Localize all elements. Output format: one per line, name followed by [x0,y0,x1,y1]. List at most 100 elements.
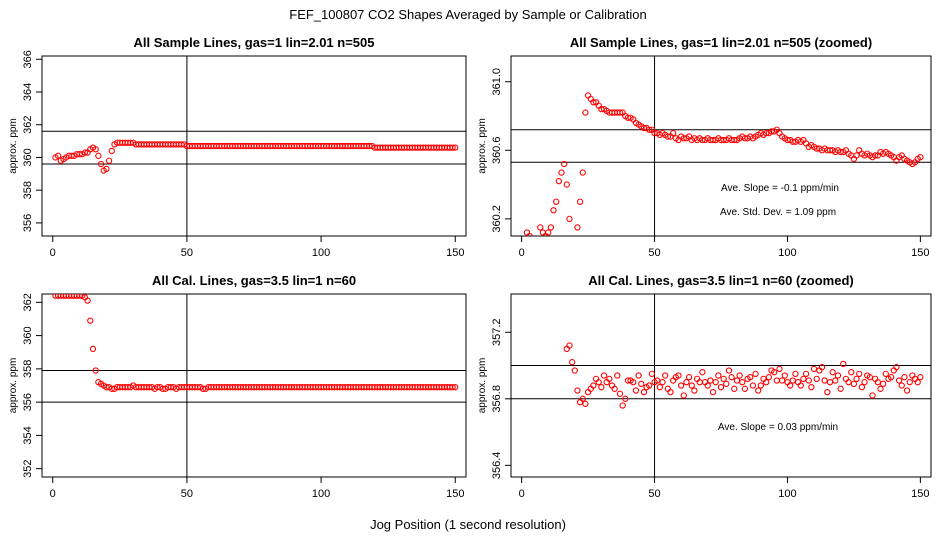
data-point [709,389,717,396]
data-point [595,379,602,386]
data-point [763,379,770,386]
data-point [590,382,597,389]
y-tick-label: 360.6 [491,137,503,165]
plot-frame [510,55,932,237]
data-point [917,374,924,381]
data-point [638,380,645,387]
data-point [840,360,847,368]
data-point [449,384,456,391]
data-point [76,294,83,299]
data-point [103,165,110,173]
figure-x-axis-label: Jog Position (1 second resolution) [370,517,566,532]
data-point [917,153,924,161]
data-point [898,382,905,389]
data-point [579,395,586,402]
data-point [800,375,807,382]
data-point [561,160,568,168]
data-point [906,379,913,386]
data-point [532,240,537,245]
chart-panel-1: All Sample Lines, gas=1 lin=2.01 n=505 ap… [8,35,467,259]
data-point [670,129,677,137]
data-point [723,380,730,387]
annotation: Ave. Std. Dev. = 1.09 ppm [720,207,836,218]
data-point [683,379,690,386]
data-point [845,379,852,386]
data-point [741,385,749,392]
data-point [92,367,99,374]
data-point [545,229,552,236]
chart-title: All Sample Lines, gas=1 lin=2.01 n=505 (… [570,35,872,50]
data-point [805,377,812,384]
data-point [54,152,62,159]
data-point [837,385,844,392]
data-point [566,342,573,349]
data-point [590,99,597,106]
data-points [523,92,924,256]
y-tick-label: 364 [22,83,34,101]
x-tick-label: 0 [519,247,525,259]
data-point [97,160,105,168]
data-point [87,317,94,324]
data-point [776,365,783,373]
data-point [771,369,778,376]
data-point [741,135,749,142]
data-point [877,385,884,392]
x-tick-label: 50 [181,247,193,259]
data-point [154,384,161,391]
data-point [582,400,589,407]
data-point [570,251,575,256]
y-tick-label: 358 [22,360,34,378]
data-point [194,384,201,391]
data-point [624,114,632,121]
data-point [563,181,570,188]
data-point [680,135,687,142]
data-point [810,365,818,373]
data-point [178,141,185,148]
x-tick-label: 50 [648,247,660,259]
y-axis-label: approx. ppm [8,118,19,174]
y-tick-label: 356.8 [491,385,503,413]
data-point [630,379,637,386]
data-point [872,152,879,159]
data-point [558,169,565,176]
data-point [654,377,661,384]
data-point [752,370,759,378]
data-point [895,377,903,384]
data-point [699,136,706,144]
data-point [688,382,695,389]
x-tick-label: 150 [911,247,929,259]
y-tick-label: 354 [22,426,34,444]
data-point [826,379,834,386]
data-point [763,129,770,137]
plot-frame [41,293,467,478]
data-point [784,136,791,144]
y-tick-label: 356.4 [491,452,503,480]
data-point [622,395,629,402]
data-point [553,198,560,205]
y-tick-label: 358 [22,181,34,199]
x-tick-label: 100 [778,488,796,500]
data-point [757,382,765,389]
data-point [680,392,687,399]
data-point [709,136,717,144]
data-point [167,384,174,391]
data-point [834,372,842,379]
data-point [691,387,698,394]
data-point [366,142,373,150]
data-point [707,377,714,384]
data-point [720,375,727,382]
data-point [547,224,555,231]
data-point [848,369,855,376]
y-tick-label: 352 [22,460,34,478]
data-point [717,384,725,391]
data-point [616,390,624,397]
data-point [452,144,459,151]
data-point [574,387,581,394]
data-point [632,387,640,394]
data-point [76,151,83,158]
y-tick-label: 360.2 [491,205,503,233]
data-point [850,380,858,387]
data-point [81,149,89,156]
data-point [550,207,557,214]
